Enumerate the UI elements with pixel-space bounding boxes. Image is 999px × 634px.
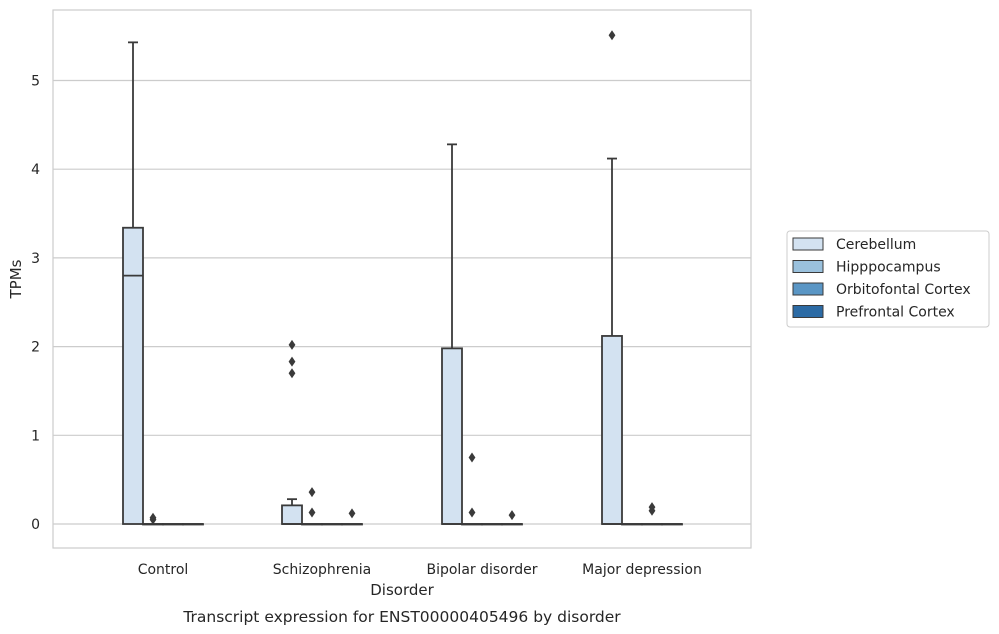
- box-cerebellum: [122, 41, 144, 525]
- outlier-point: [308, 507, 316, 518]
- box-cerebellum: [441, 143, 463, 525]
- outlier-point: [288, 368, 296, 379]
- y-axis-title: TPMs: [7, 259, 25, 299]
- outlier-point: [348, 508, 356, 519]
- plot-area: [52, 9, 752, 549]
- legend-label: Hipppocampus: [836, 260, 941, 276]
- y-tick-label: 4: [31, 162, 40, 178]
- legend: Cerebellum Hipppocampus Orbitofontal Corte…: [786, 230, 990, 328]
- legend-swatch: [792, 305, 824, 318]
- x-axis-title: Disorder: [370, 581, 434, 599]
- chart-title: Transcript expression for ENST0000040549…: [182, 608, 621, 626]
- box-prefrontal-cortex: [341, 508, 363, 526]
- outlier-point: [308, 487, 316, 498]
- legend-swatch: [792, 260, 824, 273]
- x-tick-label: Major depression: [582, 562, 702, 578]
- y-tick-label: 2: [31, 340, 40, 356]
- outlier-point: [468, 507, 476, 518]
- box-prefrontal-cortex: [501, 510, 523, 526]
- box-body: [601, 335, 623, 525]
- outlier-point: [288, 339, 296, 350]
- outlier-point: [149, 512, 157, 523]
- box-orbitofontal-cortex: [162, 523, 184, 526]
- box-cerebellum: [601, 30, 623, 525]
- legend-label: Orbitofontal Cortex: [836, 282, 971, 298]
- outlier-point: [288, 356, 296, 367]
- x-tick-label: Schizophrenia: [273, 562, 371, 578]
- box-body: [441, 347, 463, 525]
- y-axis-ticks: 0 1 2 3 4 5: [31, 74, 40, 534]
- x-tick-label: Bipolar disorder: [426, 562, 537, 578]
- y-tick-label: 3: [31, 251, 40, 267]
- x-tick-label: Control: [138, 562, 189, 578]
- box-cerebellum: [281, 339, 303, 525]
- box-prefrontal-cortex: [182, 523, 204, 526]
- outlier-point: [508, 510, 516, 521]
- outlier-point: [608, 30, 616, 41]
- boxes-layer: [122, 30, 683, 526]
- outlier-point: [468, 452, 476, 463]
- box-hipppocampus: [621, 523, 643, 526]
- box-prefrontal-cortex: [661, 523, 683, 526]
- x-axis-ticks: Control Schizophrenia Bipolar disorder Majo…: [138, 562, 702, 578]
- box-body: [281, 504, 303, 525]
- legend-swatch: [792, 282, 824, 296]
- legend-label: Prefrontal Cortex: [836, 305, 955, 321]
- legend-frame: [786, 230, 990, 328]
- legend-swatch: [792, 237, 824, 251]
- box-orbitofontal-cortex: [321, 523, 343, 526]
- legend-label: Cerebellum: [836, 237, 916, 253]
- box-orbitofontal-cortex: [641, 502, 663, 526]
- y-tick-label: 0: [31, 517, 40, 533]
- box-orbitofontal-cortex: [481, 523, 503, 526]
- y-tick-label: 1: [31, 428, 40, 444]
- y-tick-label: 5: [31, 74, 40, 90]
- box-body: [122, 226, 144, 525]
- outlier-point: [648, 502, 656, 513]
